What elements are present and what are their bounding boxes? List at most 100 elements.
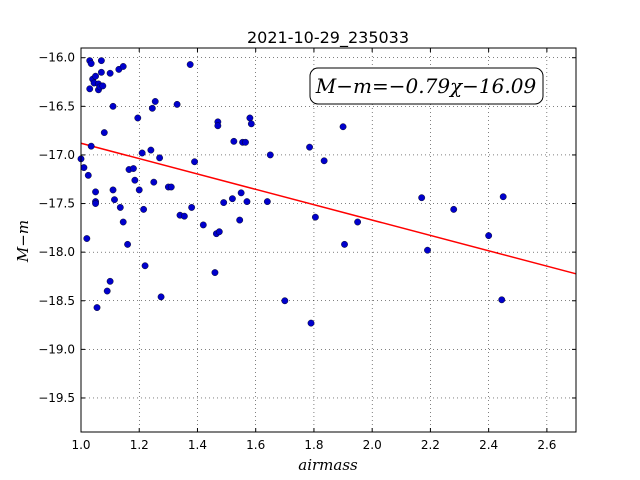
data-point [138, 149, 146, 157]
data-point [311, 213, 319, 221]
x-tick-label: 1.4 [188, 438, 207, 452]
data-point [215, 228, 223, 236]
data-point [191, 158, 198, 166]
y-tick-label: −16.5 [38, 99, 75, 113]
data-point [103, 287, 111, 295]
data-point [498, 296, 506, 304]
data-point [148, 104, 156, 112]
fit-equation-text: M−m=−0.79χ−16.09 [315, 74, 537, 98]
y-tick-label: −18.5 [38, 294, 75, 308]
data-points [77, 57, 507, 327]
x-tick-label: 2.6 [537, 438, 556, 452]
y-tick-label: −19.0 [38, 342, 75, 356]
data-point [281, 297, 289, 305]
data-point [99, 82, 107, 90]
data-point [199, 221, 207, 229]
data-point [106, 69, 114, 77]
x-tick-label: 2.4 [479, 438, 498, 452]
data-point [87, 60, 95, 67]
plot-frame [80, 47, 577, 433]
data-point [147, 146, 155, 154]
data-point [236, 216, 244, 224]
x-tick-label: 1.2 [130, 438, 149, 452]
data-point [86, 85, 94, 93]
data-point [157, 293, 165, 301]
data-point [246, 114, 254, 122]
data-point [220, 199, 228, 206]
x-tick-label: 1.0 [71, 438, 90, 452]
data-point [229, 195, 236, 203]
x-axis-label: airmass [298, 456, 358, 474]
data-point [307, 319, 315, 327]
data-point [80, 164, 88, 171]
data-point [339, 123, 347, 131]
data-point [109, 102, 117, 110]
data-point [263, 198, 271, 206]
fit-equation-box: M−m=−0.79χ−16.09 [309, 67, 544, 105]
data-point [93, 304, 101, 311]
x-tick-label: 1.6 [246, 438, 265, 452]
data-point [124, 240, 131, 248]
x-tick-label: 1.8 [304, 438, 323, 452]
data-point [109, 186, 117, 194]
data-point [237, 189, 245, 197]
y-tick-label: −18.0 [38, 245, 75, 259]
data-point [173, 100, 181, 108]
data-point [211, 269, 219, 276]
data-point [242, 138, 249, 146]
chart-title: 2021-10-29_235033 [247, 28, 409, 48]
fit-line-group [80, 142, 577, 275]
y-tick-label: −17.5 [38, 197, 75, 211]
data-point [485, 232, 493, 240]
data-point [140, 205, 148, 213]
data-point [424, 246, 431, 254]
x-tick-label: 2.0 [363, 438, 382, 452]
equation-box-frame [309, 67, 544, 105]
data-point [84, 171, 92, 179]
data-point [87, 142, 95, 150]
data-point [131, 176, 139, 184]
data-point [141, 262, 149, 270]
data-point [230, 137, 238, 145]
data-point [100, 129, 108, 136]
data-point [97, 68, 105, 76]
data-point [306, 143, 313, 151]
data-point [266, 151, 274, 159]
data-point [119, 218, 127, 226]
data-point [92, 188, 99, 196]
data-point [186, 61, 194, 68]
x-tick-label: 2.2 [421, 438, 440, 452]
data-point [354, 218, 362, 226]
data-point [180, 212, 188, 220]
data-point [151, 98, 159, 105]
data-point [499, 193, 507, 201]
data-point [150, 178, 158, 186]
data-point [116, 204, 124, 211]
y-tick-label: −16.0 [38, 51, 75, 65]
fit-line [80, 142, 577, 275]
y-tick-label: −19.5 [38, 391, 75, 405]
data-point [320, 157, 328, 165]
data-point [97, 57, 105, 65]
data-point [134, 114, 142, 122]
data-point [243, 198, 251, 206]
data-point [83, 235, 91, 242]
data-point [188, 204, 196, 211]
data-point [418, 194, 426, 202]
data-point [130, 165, 137, 172]
data-point [156, 154, 164, 162]
data-point [167, 183, 175, 191]
data-point [106, 277, 114, 285]
data-point [214, 122, 222, 130]
data-point [341, 240, 348, 248]
data-point [135, 186, 143, 194]
data-point [92, 200, 99, 207]
data-point [111, 196, 118, 204]
data-point [92, 72, 99, 80]
y-tick-label: −17.0 [38, 148, 75, 162]
axis-ticks: 1.0 1.2 1.4 1.6 1.8 2.0 2.2 2.4 2.6 −16.0 −16.5 −17… [38, 48, 576, 452]
data-point [450, 205, 458, 213]
y-axis-label: M−m [14, 220, 32, 263]
data-point [247, 120, 255, 128]
